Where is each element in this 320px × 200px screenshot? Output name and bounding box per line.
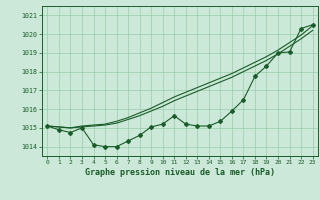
X-axis label: Graphe pression niveau de la mer (hPa): Graphe pression niveau de la mer (hPa) <box>85 168 275 177</box>
